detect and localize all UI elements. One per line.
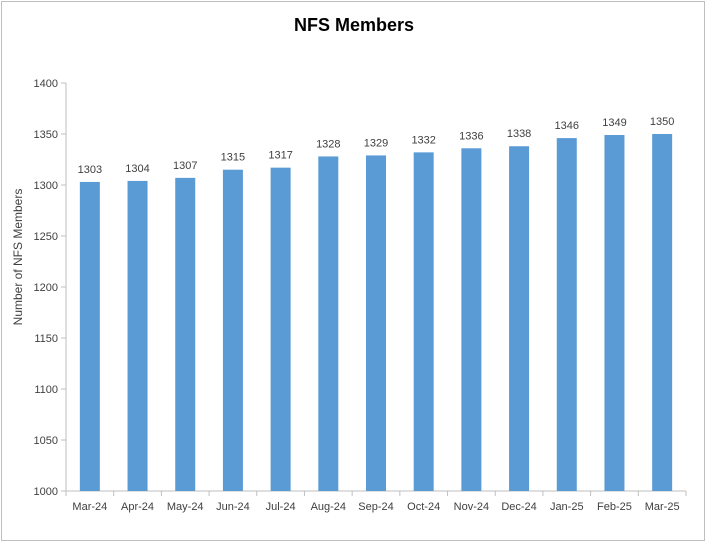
bar <box>604 135 625 491</box>
bar <box>127 180 148 492</box>
x-tick-label: Jan-25 <box>550 501 584 513</box>
bar <box>556 138 577 491</box>
data-label: 1303 <box>78 164 102 176</box>
y-tick-label: 1200 <box>34 282 58 294</box>
x-tick-label: Apr-24 <box>121 501 154 513</box>
y-tick-label: 1100 <box>34 384 58 396</box>
data-label: 1350 <box>650 116 674 128</box>
bar-series <box>79 134 673 492</box>
y-tick-label: 1250 <box>34 231 58 243</box>
bar <box>509 146 530 492</box>
bar <box>652 134 673 491</box>
data-label: 1338 <box>507 128 531 140</box>
x-tick-label: Jul-24 <box>266 501 296 513</box>
data-label: 1329 <box>364 137 388 149</box>
bar <box>461 148 482 491</box>
data-label: 1332 <box>411 134 435 146</box>
y-tick-label: 1300 <box>34 180 58 192</box>
data-label: 1304 <box>125 163 149 175</box>
y-axis-label: Number of NFS Members <box>11 189 25 326</box>
x-tick-label: Oct-24 <box>407 501 440 513</box>
data-label: 1349 <box>602 117 626 129</box>
y-tick-label: 1000 <box>34 486 58 498</box>
bar <box>175 177 196 492</box>
y-tick-label: 1050 <box>34 435 58 447</box>
x-tick-label: Mar-24 <box>72 501 107 513</box>
bar <box>270 167 291 491</box>
bar <box>79 181 100 491</box>
data-label: 1317 <box>268 150 292 162</box>
data-label: 1315 <box>221 152 245 164</box>
data-labels: 1303 1304 1307 1315 1317 1328 1329 1332 1336 1338… <box>78 116 675 176</box>
x-tick-label: Jun-24 <box>216 501 250 513</box>
x-tick-label: Sep-24 <box>358 501 393 513</box>
y-tick-label: 1350 <box>34 129 58 141</box>
x-tick-label: Dec-24 <box>501 501 536 513</box>
x-axis: Mar-24 Apr-24 May-24 Jun-24 Jul-24 Aug-24 Sep-… <box>65 490 687 513</box>
x-tick-label: Feb-25 <box>597 501 632 513</box>
x-tick-label: May-24 <box>167 501 204 513</box>
x-tick-label: Mar-25 <box>645 501 680 513</box>
x-tick-label: Aug-24 <box>311 501 346 513</box>
bar <box>318 156 339 491</box>
y-axis: 1000 1050 1100 1150 1200 1250 1300 1350 1400 <box>34 78 67 498</box>
y-tick-label: 1150 <box>34 333 58 345</box>
y-tick-label: 1400 <box>34 78 58 90</box>
bar <box>366 155 386 492</box>
bar <box>222 169 243 491</box>
data-label: 1336 <box>459 130 483 142</box>
data-label: 1328 <box>316 138 340 150</box>
x-tick-label: Nov-24 <box>454 501 489 513</box>
bar <box>413 152 434 492</box>
chart-title: NFS Members <box>294 15 414 35</box>
data-label: 1346 <box>555 120 579 132</box>
data-label: 1307 <box>173 160 197 172</box>
